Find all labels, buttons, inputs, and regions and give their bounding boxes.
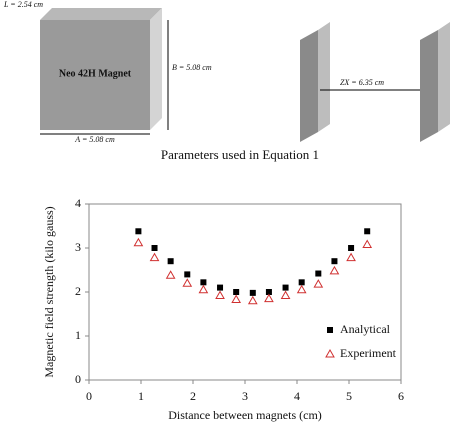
- point: [149, 252, 160, 262]
- point: [346, 252, 356, 262]
- point: [184, 271, 191, 278]
- slab-edge: [420, 30, 438, 142]
- y-tick-label: 2: [75, 284, 81, 298]
- point: [231, 294, 242, 303]
- point: [296, 284, 307, 294]
- point: [298, 279, 305, 286]
- legend-label: Experiment: [340, 346, 397, 360]
- y-tick-label: 3: [75, 240, 81, 254]
- point: [165, 270, 176, 279]
- point: [315, 270, 322, 277]
- x-tick-label: 3: [242, 389, 248, 403]
- block-front: [40, 20, 150, 130]
- point: [182, 278, 193, 287]
- point: [329, 265, 340, 275]
- point: [249, 289, 256, 296]
- block-label: Neo 42H Magnet: [59, 68, 132, 79]
- point: [280, 290, 291, 300]
- point: [364, 228, 371, 235]
- point: [133, 237, 144, 247]
- y-axis-label: Magnetic field strength (kilo gauss): [42, 206, 56, 377]
- point: [198, 284, 209, 294]
- point: [215, 290, 225, 300]
- block-top: [40, 8, 162, 20]
- point: [313, 279, 324, 288]
- point: [200, 279, 207, 286]
- x-tick-label: 1: [138, 389, 144, 403]
- point: [247, 295, 258, 305]
- caption: Parameters used in Equation 1: [161, 147, 319, 162]
- point: [282, 284, 289, 291]
- point: [265, 289, 272, 295]
- point: [348, 245, 355, 251]
- x-tick-label: 0: [86, 389, 92, 403]
- slab-edge: [300, 30, 318, 142]
- point: [217, 284, 224, 291]
- point: [264, 293, 274, 303]
- gap-label: ZX = 6.35 cm: [340, 78, 384, 87]
- y-tick-label: 1: [75, 328, 81, 342]
- legend-marker: [327, 327, 333, 333]
- slab-face: [438, 22, 450, 132]
- legend-marker: [325, 348, 335, 358]
- point: [167, 258, 174, 265]
- x-axis-label: Distance between magnets (cm): [168, 408, 322, 422]
- point: [135, 228, 142, 235]
- x-tick-label: 2: [190, 389, 196, 403]
- slab-face: [318, 22, 330, 132]
- width-label: A = 5.08 cm: [74, 135, 115, 144]
- block-side: [150, 8, 162, 130]
- x-tick-label: 4: [294, 389, 300, 403]
- thickness-label: L = 2.54 cm: [3, 0, 43, 9]
- point: [362, 239, 373, 248]
- y-tick-label: 0: [75, 372, 81, 386]
- legend-label: Analytical: [340, 322, 391, 336]
- point: [151, 245, 158, 251]
- y-tick-label: 4: [75, 196, 81, 210]
- height-label: B = 5.08 cm: [172, 63, 212, 72]
- x-tick-label: 5: [346, 389, 352, 403]
- point: [331, 258, 338, 265]
- x-tick-label: 6: [398, 389, 404, 403]
- point: [233, 289, 240, 295]
